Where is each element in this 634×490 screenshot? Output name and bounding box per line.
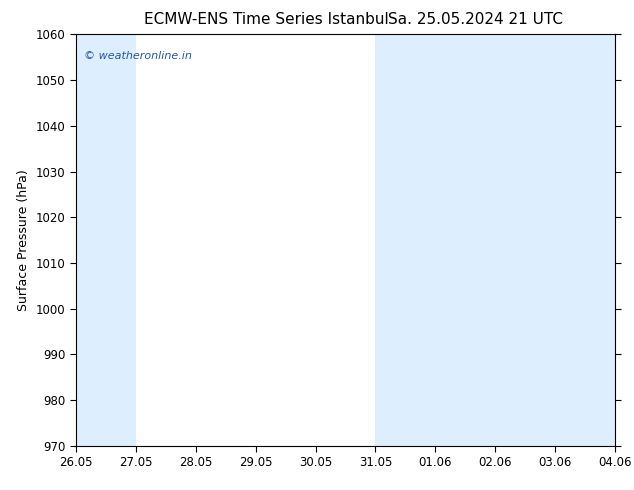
Bar bbox=[76, 34, 136, 446]
Bar bbox=[375, 34, 495, 446]
Text: © weatheronline.in: © weatheronline.in bbox=[84, 51, 192, 61]
Text: Sa. 25.05.2024 21 UTC: Sa. 25.05.2024 21 UTC bbox=[388, 12, 563, 27]
Bar bbox=[495, 34, 615, 446]
Y-axis label: Surface Pressure (hPa): Surface Pressure (hPa) bbox=[17, 169, 30, 311]
Text: ECMW-ENS Time Series Istanbul: ECMW-ENS Time Series Istanbul bbox=[144, 12, 389, 27]
